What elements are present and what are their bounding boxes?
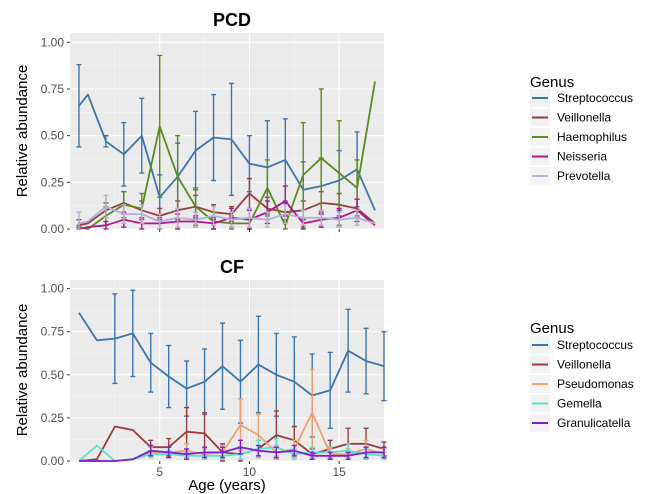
- panel-pcd: PCD 0.00 0.25 0.50 0.75 1.00 Relative abunda…: [14, 10, 633, 236]
- series-line: [78, 425, 385, 462]
- series-granulicatella: [78, 439, 387, 462]
- legend-label: Gemella: [557, 397, 602, 411]
- legend: Genus Streptococcus Veillonella Haemophilu…: [530, 74, 633, 185]
- y-tick-label: 1.00: [41, 282, 65, 296]
- legend-label: Prevotella: [557, 169, 611, 183]
- legend-title: Genus: [530, 74, 574, 91]
- series-line: [78, 81, 376, 230]
- y-tick-label: 0.00: [41, 454, 65, 468]
- series-group: [78, 289, 387, 462]
- series-line: [78, 312, 385, 397]
- y-tick-labels: 0.00 0.25 0.50 0.75 1.00: [41, 35, 70, 236]
- legend-label: Streptococcus: [557, 91, 633, 105]
- gridlines: [70, 280, 384, 462]
- x-tick-labels: 5 10 15: [156, 461, 346, 479]
- legend-label: Veillonella: [557, 358, 611, 372]
- y-tick-label: 0.00: [41, 222, 65, 236]
- y-tick-labels: 0.00 0.25 0.50 0.75 1.00: [41, 282, 70, 468]
- series-prevotella: [76, 194, 376, 230]
- y-tick-label: 1.00: [41, 35, 65, 49]
- series-line: [78, 192, 376, 227]
- legend: Genus Streptococcus Veillonella Pseudomona…: [530, 320, 634, 432]
- y-tick-label: 0.25: [41, 175, 65, 189]
- x-tick-label: 5: [156, 465, 163, 479]
- series-line: [78, 93, 376, 211]
- legend-title: Genus: [530, 320, 574, 337]
- x-axis-label: Age (years): [188, 477, 266, 494]
- series-line: [78, 205, 376, 225]
- legend-label: Granulicatella: [557, 416, 631, 430]
- y-tick-label: 0.25: [41, 411, 65, 425]
- legend-label: Neisseria: [557, 150, 607, 164]
- x-tick-label: 10: [243, 465, 257, 479]
- series-line: [78, 200, 376, 230]
- y-axis-label: Relative abundance: [14, 304, 31, 437]
- series-line: [79, 446, 384, 462]
- legend-label: Haemophilus: [557, 130, 627, 144]
- legend-label: Pseudomonas: [557, 377, 634, 391]
- y-tick-label: 0.75: [41, 82, 65, 96]
- legend-label: Veillonella: [557, 111, 611, 125]
- y-tick-label: 0.50: [41, 368, 65, 382]
- plot-background: [70, 33, 384, 229]
- series-group: [76, 54, 376, 230]
- x-tick-label: 15: [332, 465, 346, 479]
- panel-title-cf: CF: [220, 257, 244, 277]
- legend-label: Streptococcus: [557, 338, 633, 352]
- y-axis-label: Relative abundance: [14, 65, 31, 198]
- y-tick-label: 0.50: [41, 129, 65, 143]
- x-tick-labels: [159, 229, 340, 232]
- panel-cf: CF 0.00 0.25 0.50 0.75 1.00 5 10 15 Relative a…: [14, 257, 634, 494]
- panel-title-pcd: PCD: [213, 10, 251, 30]
- y-tick-label: 0.75: [41, 325, 65, 339]
